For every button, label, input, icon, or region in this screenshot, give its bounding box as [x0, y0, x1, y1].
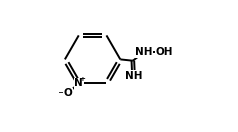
Text: N: N: [74, 78, 83, 88]
Text: NH: NH: [125, 71, 143, 81]
Text: OH: OH: [156, 47, 174, 57]
Text: O: O: [63, 88, 72, 98]
Text: −: −: [58, 88, 66, 98]
Text: +: +: [80, 76, 86, 82]
Text: NH: NH: [135, 47, 153, 57]
